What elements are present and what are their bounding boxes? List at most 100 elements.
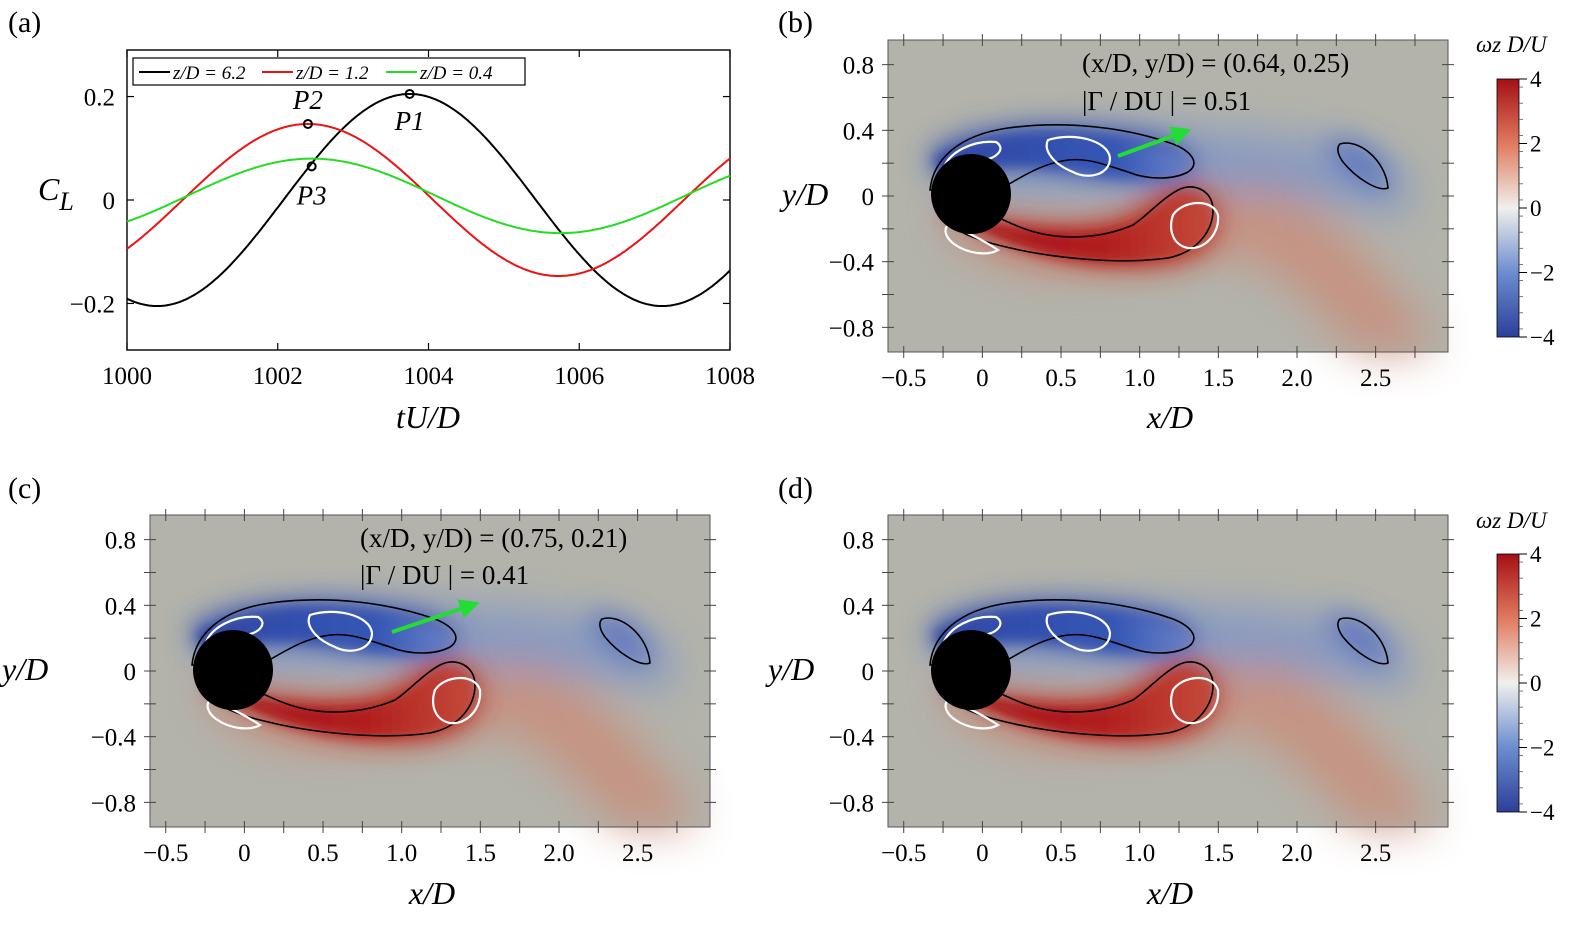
- series-line-1: [126, 93, 731, 307]
- y-tick-label: −0.2: [70, 291, 115, 318]
- y-tick-label: −0.4: [91, 725, 137, 752]
- panel-label-b: (b): [778, 6, 813, 39]
- d-ticks: −0.5 0 0.5 1.0 1.5 2.0 2.5 0.8 0.4 0 −0.4 −0.8: [829, 509, 1454, 867]
- y-tick-label: 0: [862, 184, 875, 211]
- x-axis-label-b: x/D: [1146, 399, 1193, 435]
- y-tick-label: 0.8: [843, 528, 874, 555]
- y-axis-label-b: y/D: [779, 176, 828, 212]
- x-tick-label: −0.5: [881, 840, 926, 867]
- y-tick-label: 0.4: [843, 118, 875, 145]
- x-tick-label: 1004: [404, 363, 455, 390]
- x-axis-label-d: x/D: [1146, 875, 1193, 911]
- point-marker-p3: [306, 161, 317, 172]
- x-tick-label: 1.5: [1203, 365, 1234, 392]
- b-ticks: −0.5 0 0.5 1.0 1.5 2.0 2.5 0.8 0.4 0 −0.4 −0.8: [829, 34, 1454, 392]
- x-tick-label: 2.0: [1281, 840, 1312, 867]
- a-ticks: 1000 1002 1004 1006 1008 0.2 0 −0.2: [70, 50, 755, 390]
- y-tick-label: −0.8: [829, 315, 874, 342]
- x-tick-label: 1.0: [1124, 840, 1155, 867]
- x-tick-label: 2.5: [622, 840, 653, 867]
- plot-frame-a: [126, 49, 731, 351]
- x-tick-label: 1006: [554, 363, 604, 390]
- colorbar-title-b: ωz D/U: [1476, 32, 1548, 57]
- x-tick-label: 1008: [705, 363, 755, 390]
- cylinder-b: [931, 154, 1011, 234]
- x-tick-label: 0: [976, 840, 989, 867]
- cylinder-c: [193, 630, 273, 710]
- y-tick-label: 0.2: [84, 85, 115, 112]
- point-label-p3: P3: [296, 180, 327, 210]
- a-points: P1 P2 P3: [292, 85, 425, 210]
- x-tick-label: 1000: [102, 363, 152, 390]
- x-tick-label: 1.5: [465, 840, 496, 867]
- x-axis-label-c: x/D: [408, 875, 455, 911]
- colorbar-d: ωz D/U 4 2 0 −2 −4: [1476, 508, 1555, 825]
- x-tick-label: 0.5: [1045, 365, 1076, 392]
- colorbar-tick-label: −4: [1530, 800, 1555, 825]
- colorbar-scale-d: [1496, 553, 1520, 813]
- x-tick-label: 2.5: [1360, 365, 1391, 392]
- vortex-arrow-c: [391, 599, 480, 634]
- y-axis-label-c: y/D: [0, 651, 48, 687]
- x-tick-label: 0: [238, 840, 251, 867]
- y-tick-label: 0: [103, 188, 116, 215]
- y-tick-label: 0: [124, 659, 137, 686]
- colorbar-tick-label: −2: [1530, 261, 1554, 286]
- colorbar-title-d: ωz D/U: [1476, 508, 1548, 533]
- colorbar-tick-label: −2: [1530, 736, 1554, 761]
- annotation-c-2: |Γ / DU | = 0.41: [360, 560, 529, 590]
- x-tick-label: 0.5: [1045, 840, 1076, 867]
- annotation-b-1: (x/D, y/D) = (0.64, 0.25): [1082, 48, 1349, 78]
- y-tick-label: −0.8: [829, 790, 874, 817]
- x-tick-label: −0.5: [881, 365, 926, 392]
- c-ticks: −0.5 0 0.5 1.0 1.5 2.0 2.5 0.8 0.4 0 −0.4 −0.8: [91, 509, 716, 867]
- point-marker-p2: [302, 118, 313, 129]
- annotation-b-2: |Γ / DU | = 0.51: [1082, 86, 1251, 116]
- colorbar-tick-label: 4: [1530, 67, 1542, 92]
- y-tick-label: −0.4: [829, 250, 875, 277]
- x-tick-label: 1.0: [1124, 365, 1155, 392]
- y-tick-label: 0.8: [843, 53, 874, 80]
- point-label-p2: P2: [292, 85, 323, 115]
- legend-entry-3: z/D = 0.4: [419, 63, 493, 84]
- series-line-3: [126, 157, 731, 235]
- x-tick-label: 0.5: [307, 840, 338, 867]
- x-tick-label: 2.0: [543, 840, 574, 867]
- cylinder-d: [931, 630, 1011, 710]
- x-tick-label: 2.5: [1360, 840, 1391, 867]
- panel-label-c: (c): [8, 472, 41, 505]
- x-tick-label: 1002: [253, 363, 303, 390]
- y-tick-label: 0.4: [105, 593, 137, 620]
- colorbar-tick-label: −4: [1530, 325, 1555, 350]
- colorbar-tick-label: 2: [1530, 607, 1542, 632]
- a-series: [126, 93, 731, 307]
- x-tick-label: 1.5: [1203, 840, 1234, 867]
- y-axis-label-d: y/D: [765, 651, 814, 687]
- colorbar-b: ωz D/U 4 2 0 −2 −4: [1476, 32, 1555, 350]
- colorbar-scale-b: [1496, 78, 1520, 338]
- panel-d: (d) −0.5 0 0.5 1.0 1.5 2.0 2.50.80.40−0.4−0.8 …: [765, 472, 1555, 911]
- colorbar-tick-label: 0: [1530, 196, 1542, 221]
- panel-b: (b) −0.5 0 0.5 1.0 1.5 2.0 2.50.80.40−0.4−0.8 …: [778, 6, 1555, 435]
- legend-a: z/D = 6.2 z/D = 1.2 z/D = 0.4: [132, 57, 526, 86]
- legend-entry-2: z/D = 1.2: [295, 63, 369, 84]
- point-label-p1: P1: [394, 106, 425, 136]
- vortex-arrow-b: [1117, 126, 1192, 158]
- panel-label-a: (a): [8, 6, 41, 39]
- y-axis-label-a: CL: [38, 171, 74, 216]
- y-tick-label: −0.4: [829, 725, 875, 752]
- colorbar-tick-label: 4: [1530, 542, 1542, 567]
- series-line-2: [126, 123, 731, 277]
- x-tick-label: 1.0: [386, 840, 417, 867]
- x-tick-label: −0.5: [143, 840, 188, 867]
- panel-c: (c) −0.5 0 0.5 1.0 1.5 2.0 2.50.80.40−0.4−0.8 …: [0, 472, 716, 911]
- colorbar-tick-label: 0: [1530, 671, 1542, 696]
- legend-box: [132, 57, 526, 86]
- annotation-c-1: (x/D, y/D) = (0.75, 0.21): [360, 523, 627, 553]
- y-tick-label: 0.4: [843, 593, 875, 620]
- panel-label-d: (d): [778, 472, 813, 505]
- y-tick-label: −0.8: [91, 790, 136, 817]
- point-marker-p1: [404, 88, 415, 99]
